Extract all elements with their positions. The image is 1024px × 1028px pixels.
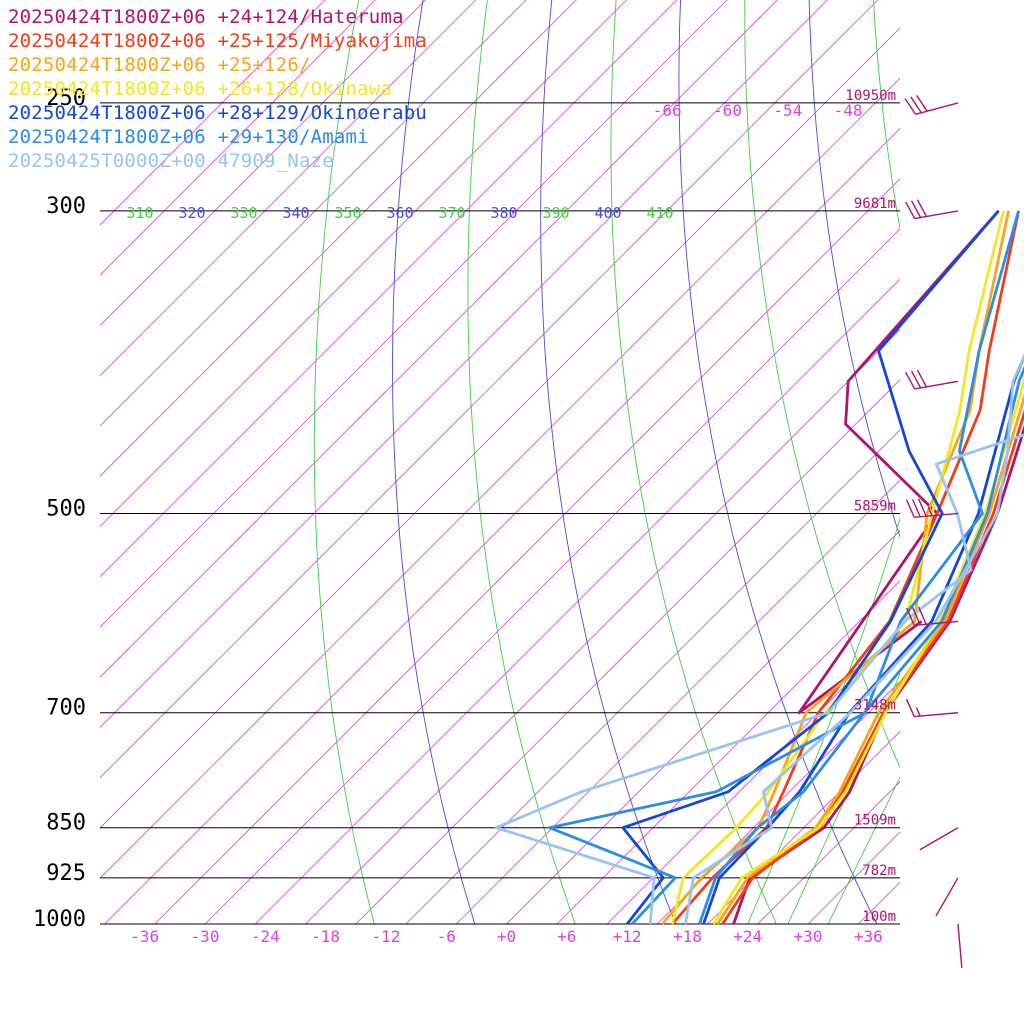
x-tick-label: +36 [854, 927, 883, 946]
isotherm-line [406, 0, 1024, 924]
pressure-label: 300 [46, 194, 86, 219]
pressure-label: 925 [46, 861, 86, 886]
legend-entry: 20250424T1800Z+06 +25+125/Miyakojima [8, 29, 427, 53]
isotherm-line [657, 0, 1024, 924]
legend-entry: 20250425T0000Z+00 47909_Naze [8, 149, 427, 173]
theta-label: 350 [334, 204, 361, 222]
isotherm-line [607, 0, 1024, 924]
height-label: 3148m [854, 698, 896, 714]
isotherm-label: -48 [834, 101, 863, 120]
temperature-profile-2 [718, 0, 1024, 924]
wind-barb [920, 828, 958, 850]
moist-adiabat-line [828, 0, 1024, 924]
theta-label: 360 [386, 204, 413, 222]
height-label: 9681m [854, 196, 896, 212]
height-label: 5859m [854, 498, 896, 514]
dry-adiabat-line [541, 0, 676, 924]
isotherm-label: -66 [653, 101, 682, 120]
pressure-label: 500 [46, 496, 86, 521]
theta-label: 390 [542, 204, 569, 222]
legend-entry: 20250424T1800Z+06 +24+124/Hateruma [8, 5, 427, 29]
x-tick-label: +30 [794, 927, 823, 946]
wind-barb [936, 878, 958, 916]
theta-label: 400 [594, 204, 621, 222]
legend-entry: 20250424T1800Z+06 +26+128/Okinawa [8, 77, 427, 101]
theta-label: 410 [646, 204, 673, 222]
theta-label: 370 [438, 204, 465, 222]
wind-barb [906, 200, 958, 219]
x-tick-label: -6 [437, 927, 456, 946]
height-label: 1509m [854, 813, 896, 829]
wind-barb [907, 699, 958, 716]
x-tick-label: +6 [557, 927, 576, 946]
isotherm-line [758, 0, 1024, 924]
theta-label: 340 [282, 204, 309, 222]
dewpoint-profile-5 [550, 211, 1019, 924]
height-label: 100m [862, 909, 896, 925]
dewpoint-profile-0 [799, 211, 998, 713]
x-tick-label: -18 [311, 927, 340, 946]
profiles [496, 0, 1024, 924]
isotherm-line [557, 0, 1024, 924]
wind-barb [958, 924, 962, 968]
legend-entry: 20250424T1800Z+06 +29+130/Amami [8, 125, 427, 149]
x-tick-label: -30 [191, 927, 220, 946]
isotherm-label: -60 [713, 101, 742, 120]
isotherm-line [708, 0, 1024, 924]
wind-barb [905, 95, 958, 114]
x-tick-label: +18 [673, 927, 702, 946]
x-tick-label: +12 [613, 927, 642, 946]
legend-entry: 20250424T1800Z+06 +28+129/Okinoerabu [8, 101, 427, 125]
x-tick-label: +24 [733, 927, 762, 946]
x-tick-label: -24 [251, 927, 280, 946]
x-tick-label: -12 [371, 927, 400, 946]
theta-label: 310 [126, 204, 153, 222]
height-label: 782m [862, 863, 896, 879]
pressure-label: 1000 [33, 907, 86, 932]
moist-adiabat-line [788, 0, 1024, 924]
legend-entry: 20250424T1800Z+06 +25+126/ [8, 53, 427, 77]
pressure-label: 850 [46, 811, 86, 836]
wind-barb [906, 370, 958, 389]
theta-label: 320 [178, 204, 205, 222]
dry-adiabat-line [611, 0, 776, 924]
theta-label: 380 [490, 204, 517, 222]
pressure-label: 700 [46, 696, 86, 721]
theta-label: 330 [230, 204, 257, 222]
wind-barbs [905, 0, 962, 968]
dewpoint-profile-6 [496, 0, 1024, 924]
x-tick-label: -36 [130, 927, 159, 946]
x-tick-label: +0 [497, 927, 516, 946]
temperature-profile-4 [704, 0, 1024, 924]
temperature-profile-3 [714, 0, 1024, 924]
isotherm-label: -54 [773, 101, 802, 120]
isotherm-line [356, 0, 1024, 924]
